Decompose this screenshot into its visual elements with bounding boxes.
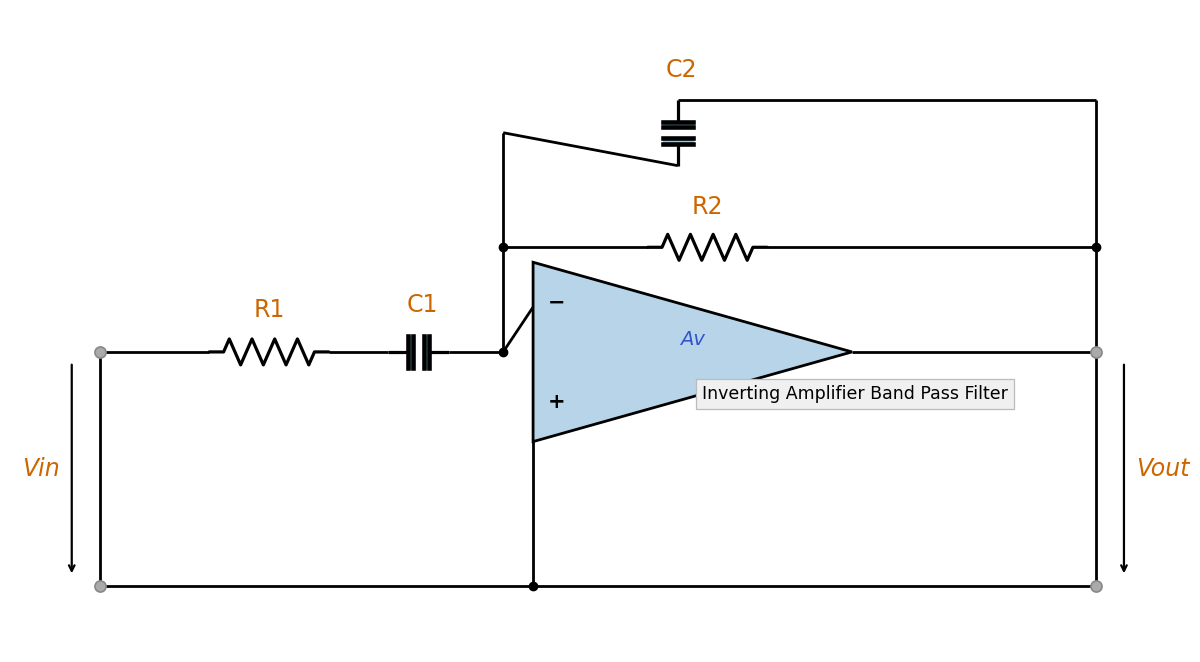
Bar: [662, 122, 692, 127]
Bar: [662, 138, 692, 144]
Bar: [408, 336, 413, 368]
Text: −: −: [548, 292, 565, 312]
Text: C2: C2: [666, 58, 697, 82]
Text: R1: R1: [253, 298, 284, 322]
Bar: [424, 336, 430, 368]
Text: R2: R2: [691, 195, 724, 219]
Text: C1: C1: [407, 293, 438, 317]
Polygon shape: [533, 262, 852, 442]
Text: Av: Av: [680, 330, 704, 350]
Text: +: +: [548, 392, 565, 412]
Text: Inverting Amplifier Band Pass Filter: Inverting Amplifier Band Pass Filter: [702, 385, 1008, 402]
Text: Vin: Vin: [22, 457, 60, 481]
Text: Vout: Vout: [1136, 457, 1189, 481]
